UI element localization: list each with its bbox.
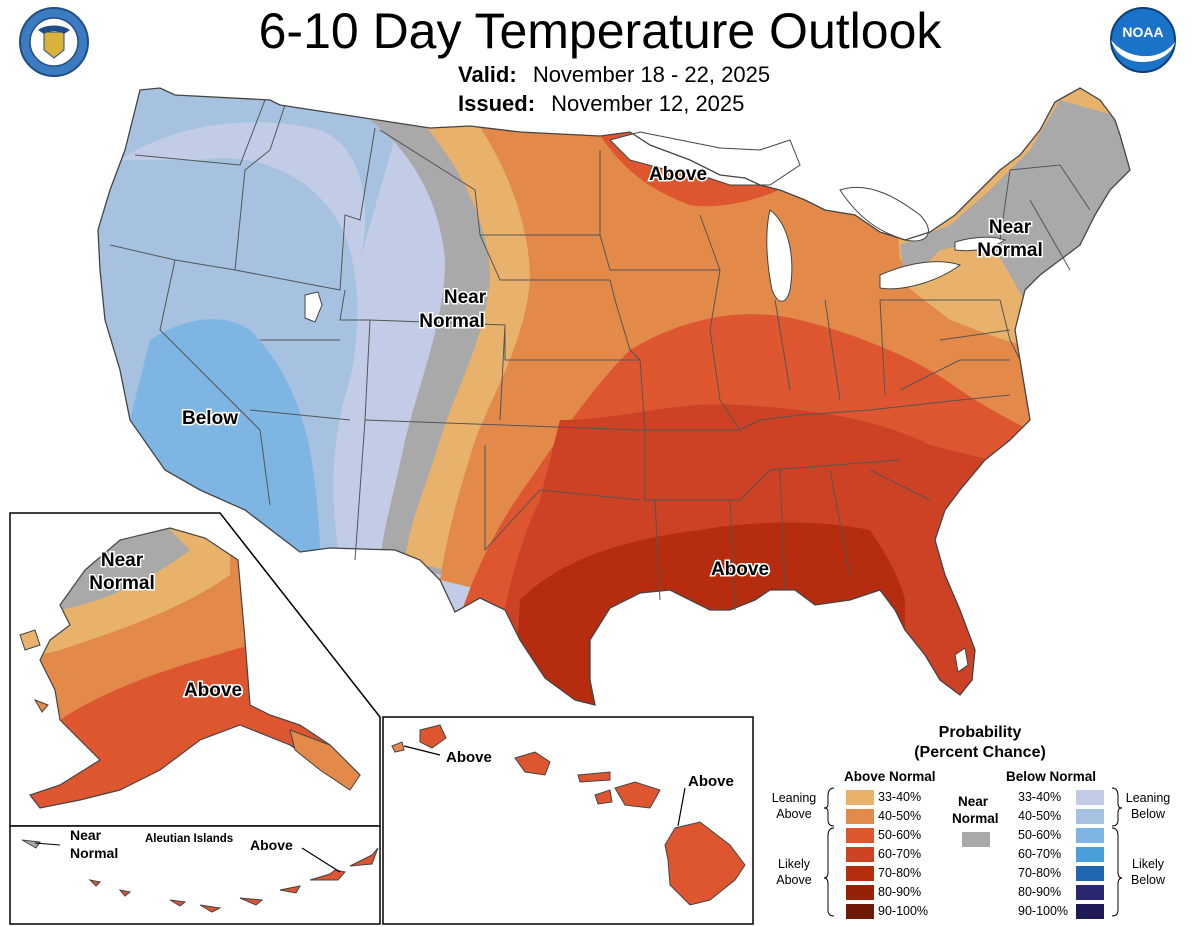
legend-near-swatch (962, 832, 990, 847)
legend-leaning-below: Leaning Below (1125, 791, 1171, 821)
issued-value: November 12, 2025 (551, 91, 745, 116)
legend-below-swatch (1076, 904, 1104, 919)
legend-above-range: 40-50% (878, 809, 922, 823)
aleutian-label-above: Above (250, 837, 293, 853)
legend-above-swatch (846, 790, 874, 805)
probability-legend: Probability (Percent Chance) Above Norma… (760, 722, 1200, 922)
legend-braces (823, 787, 1123, 917)
ak-label-near-2: Normal (89, 573, 154, 594)
label-near-normal-northeast-2: Normal (977, 240, 1042, 261)
hi-label-above-west: Above (446, 749, 492, 766)
legend-title-2: (Percent Chance) (914, 744, 1046, 761)
alaska-outline (29, 527, 361, 809)
label-near-normal-northeast-1: Near (989, 217, 1032, 238)
aleutian-islands-shapes (21, 839, 379, 913)
ak-label-above: Above (184, 680, 242, 701)
valid-value: November 18 - 22, 2025 (532, 62, 771, 87)
label-above-south: Above (711, 559, 769, 580)
legend-above-range: 80-90% (878, 885, 922, 899)
hawaii-islands (391, 724, 746, 906)
conus-outline (97, 87, 1131, 706)
legend-below-swatch (1076, 866, 1104, 881)
legend-above-range: 33-40% (878, 790, 922, 804)
legend-near-1: Near (958, 794, 989, 809)
aleutian-label-near-1: Near (70, 827, 102, 843)
legend-below-swatch (1076, 790, 1104, 805)
legend-below-swatch (1076, 847, 1104, 862)
legend-likely-above: Likely Above (776, 857, 812, 887)
legend-below-range: 90-100% (1018, 904, 1069, 918)
legend-below-header: Below Normal (1006, 769, 1097, 784)
legend-below-range: 50-60% (1018, 828, 1062, 842)
legend-above-header: Above Normal (844, 769, 936, 784)
alaska-southeast-islands (19, 629, 361, 791)
legend-above-swatch (846, 828, 874, 843)
issued-line: Issued: November 12, 2025 (458, 91, 744, 117)
legend-near-2: Normal (952, 811, 999, 826)
legend-below-range: 33-40% (1018, 790, 1062, 804)
legend-above-swatch (846, 847, 874, 862)
noaa-logo: NOAA (1110, 7, 1176, 73)
state-borders (109, 99, 1091, 611)
legend-above-swatch (846, 809, 874, 824)
issued-label: Issued: (458, 91, 536, 116)
label-near-normal-central-2: Normal (419, 311, 484, 332)
legend-below-range: 60-70% (1018, 847, 1062, 861)
aleutian-label-near-2: Normal (70, 845, 118, 861)
legend-below-range: 40-50% (1018, 809, 1062, 823)
label-near-normal-central-1: Near (444, 287, 487, 308)
legend-above-range: 60-70% (878, 847, 922, 861)
legend-leaning-above: Leaning Above (771, 791, 817, 821)
legend-below-swatch (1076, 885, 1104, 900)
legend-above-range: 50-60% (878, 828, 922, 842)
label-below: Below (182, 408, 238, 429)
legend-below-range: 80-90% (1018, 885, 1062, 899)
department-of-commerce-seal (19, 7, 89, 77)
legend-above-swatch (846, 885, 874, 900)
legend-below-swatch (1076, 828, 1104, 843)
legend-above-swatch (846, 866, 874, 881)
great-lakes (304, 131, 1007, 673)
ak-label-near-1: Near (101, 550, 144, 571)
noaa-logo-text: NOAA (1122, 24, 1163, 40)
valid-line: Valid: November 18 - 22, 2025 (458, 62, 770, 88)
legend-below-range: 70-80% (1018, 866, 1062, 880)
map-title: 6-10 Day Temperature Outlook (258, 3, 942, 59)
legend-above-range: 90-100% (878, 904, 929, 918)
label-above-north: Above (649, 164, 707, 185)
legend-above-range: 70-80% (878, 866, 922, 880)
valid-label: Valid: (458, 62, 517, 87)
legend-above-swatch (846, 904, 874, 919)
aleutian-inset-frame (9, 825, 381, 925)
legend-below-swatch (1076, 809, 1104, 824)
aleutian-title: Aleutian Islands (145, 833, 233, 845)
legend-title-1: Probability (938, 724, 1022, 741)
region-below-50-60 (130, 319, 320, 560)
hi-label-above-east: Above (688, 773, 734, 790)
legend-likely-below: Likely Below (1130, 857, 1166, 887)
